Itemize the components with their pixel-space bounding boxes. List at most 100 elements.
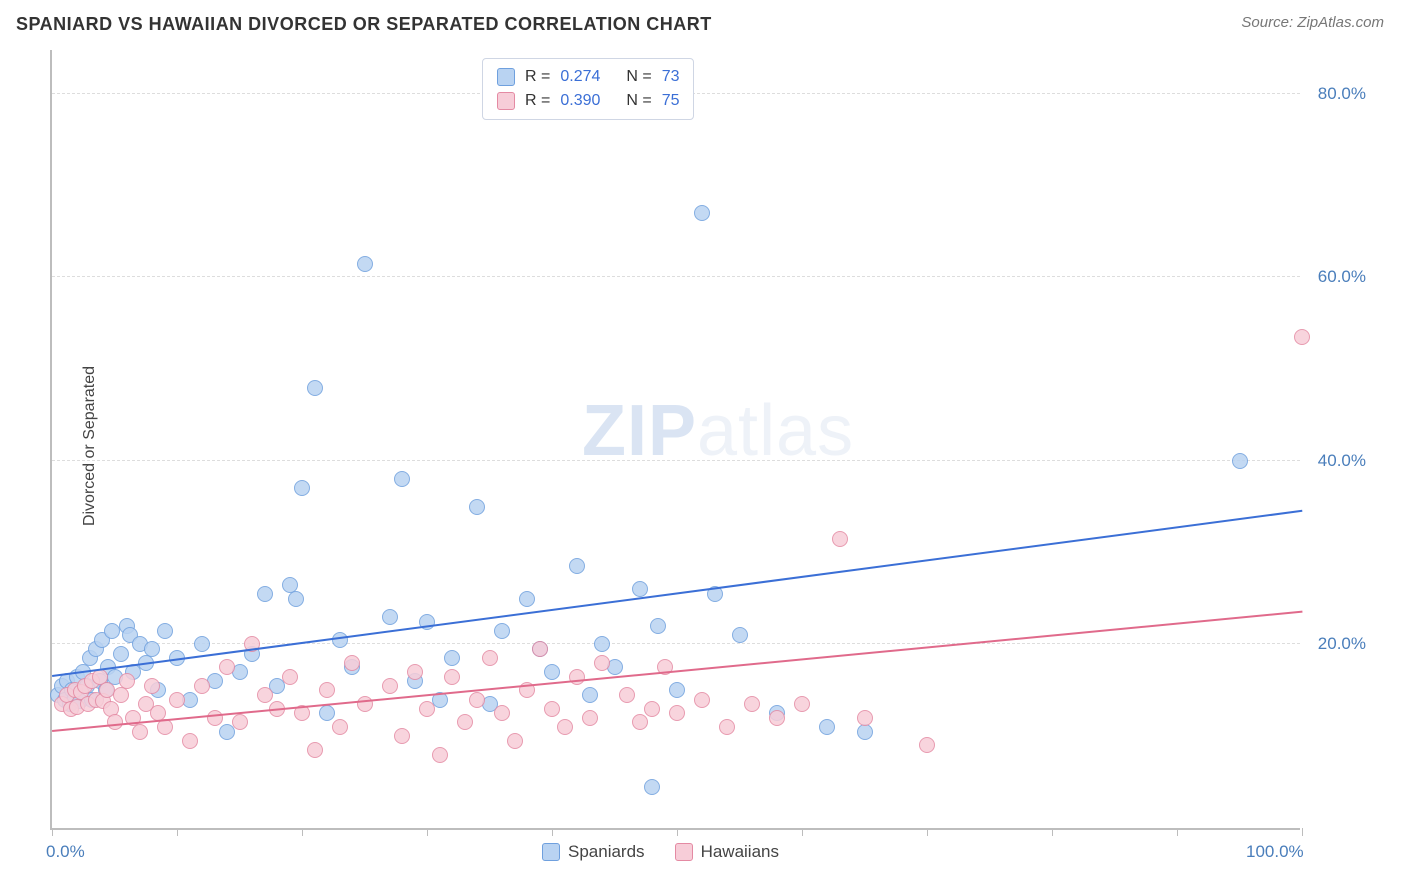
point-hawaiians	[113, 687, 129, 703]
source-attribution: Source: ZipAtlas.com	[1241, 14, 1384, 31]
legend-swatch	[497, 68, 515, 86]
point-spaniards	[819, 719, 835, 735]
point-hawaiians	[182, 733, 198, 749]
point-hawaiians	[382, 678, 398, 694]
point-hawaiians	[632, 714, 648, 730]
point-spaniards	[519, 591, 535, 607]
y-tick-label: 40.0%	[1318, 451, 1366, 471]
point-hawaiians	[257, 687, 273, 703]
point-hawaiians	[794, 696, 810, 712]
legend-swatch	[497, 92, 515, 110]
point-hawaiians	[132, 724, 148, 740]
point-spaniards	[494, 623, 510, 639]
point-hawaiians	[407, 664, 423, 680]
x-tick-label: 100.0%	[1246, 842, 1304, 862]
point-spaniards	[444, 650, 460, 666]
r-value: 0.390	[560, 92, 608, 110]
point-spaniards	[694, 205, 710, 221]
point-spaniards	[594, 636, 610, 652]
point-hawaiians	[232, 714, 248, 730]
point-hawaiians	[282, 669, 298, 685]
point-spaniards	[544, 664, 560, 680]
point-hawaiians	[457, 714, 473, 730]
point-hawaiians	[769, 710, 785, 726]
point-hawaiians	[432, 747, 448, 763]
point-spaniards	[332, 632, 348, 648]
x-tick	[552, 828, 553, 836]
x-tick	[427, 828, 428, 836]
gridline	[52, 643, 1300, 644]
point-hawaiians	[307, 742, 323, 758]
x-tick	[802, 828, 803, 836]
point-hawaiians	[694, 692, 710, 708]
point-hawaiians	[557, 719, 573, 735]
point-hawaiians	[194, 678, 210, 694]
y-tick-label: 20.0%	[1318, 634, 1366, 654]
point-hawaiians	[919, 737, 935, 753]
plot-area: ZIPatlas 20.0%40.0%60.0%80.0%0.0%100.0%R…	[50, 50, 1300, 830]
point-hawaiians	[444, 669, 460, 685]
point-spaniards	[113, 646, 129, 662]
series-legend-label: Hawaiians	[701, 842, 779, 862]
point-spaniards	[257, 586, 273, 602]
point-hawaiians	[832, 531, 848, 547]
point-hawaiians	[644, 701, 660, 717]
point-spaniards	[288, 591, 304, 607]
x-tick-label: 0.0%	[46, 842, 85, 862]
trendline-spaniards	[52, 509, 1302, 676]
x-tick	[927, 828, 928, 836]
point-spaniards	[357, 256, 373, 272]
legend-swatch	[675, 843, 693, 861]
n-value: 73	[662, 68, 680, 86]
point-spaniards	[650, 618, 666, 634]
point-hawaiians	[219, 659, 235, 675]
y-tick-label: 80.0%	[1318, 84, 1366, 104]
point-hawaiians	[594, 655, 610, 671]
point-hawaiians	[744, 696, 760, 712]
point-spaniards	[157, 623, 173, 639]
y-tick-label: 60.0%	[1318, 267, 1366, 287]
point-spaniards	[104, 623, 120, 639]
x-tick	[1177, 828, 1178, 836]
point-hawaiians	[119, 673, 135, 689]
x-tick	[1052, 828, 1053, 836]
point-hawaiians	[857, 710, 873, 726]
point-spaniards	[382, 609, 398, 625]
point-hawaiians	[344, 655, 360, 671]
x-tick	[52, 828, 53, 836]
x-tick	[677, 828, 678, 836]
point-hawaiians	[394, 728, 410, 744]
n-value: 75	[662, 92, 680, 110]
point-hawaiians	[169, 692, 185, 708]
x-tick	[302, 828, 303, 836]
point-spaniards	[144, 641, 160, 657]
point-spaniards	[732, 627, 748, 643]
point-hawaiians	[1294, 329, 1310, 345]
point-hawaiians	[419, 701, 435, 717]
point-spaniards	[1232, 453, 1248, 469]
r-value: 0.274	[560, 68, 608, 86]
point-hawaiians	[669, 705, 685, 721]
series-legend-item: Hawaiians	[675, 842, 779, 862]
point-spaniards	[582, 687, 598, 703]
point-hawaiians	[494, 705, 510, 721]
point-spaniards	[319, 705, 335, 721]
gridline	[52, 276, 1300, 277]
point-hawaiians	[532, 641, 548, 657]
point-hawaiians	[332, 719, 348, 735]
source-link[interactable]: ZipAtlas.com	[1297, 14, 1384, 31]
point-hawaiians	[582, 710, 598, 726]
chart-container: SPANIARD VS HAWAIIAN DIVORCED OR SEPARAT…	[0, 0, 1406, 892]
point-hawaiians	[469, 692, 485, 708]
chart-title: SPANIARD VS HAWAIIAN DIVORCED OR SEPARAT…	[16, 14, 712, 35]
point-hawaiians	[482, 650, 498, 666]
series-legend-item: Spaniards	[542, 842, 645, 862]
point-spaniards	[294, 480, 310, 496]
point-hawaiians	[619, 687, 635, 703]
point-spaniards	[669, 682, 685, 698]
point-hawaiians	[507, 733, 523, 749]
point-spaniards	[632, 581, 648, 597]
point-hawaiians	[719, 719, 735, 735]
x-tick	[1302, 828, 1303, 836]
correlation-legend: R =0.274N =73R =0.390N =75	[482, 58, 694, 120]
